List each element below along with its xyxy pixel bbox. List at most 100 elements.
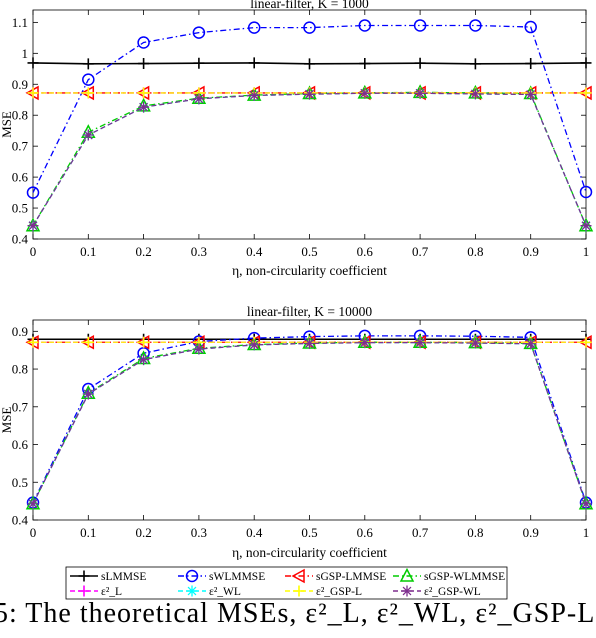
data-point xyxy=(580,336,592,348)
series-2 xyxy=(26,329,593,509)
legend-entry-6: ε²_WL xyxy=(178,585,241,598)
y-tick-label: 0.4 xyxy=(12,232,29,247)
chart-title: linear-filter, K = 1000 xyxy=(250,0,369,11)
series-line xyxy=(32,341,587,505)
data-point xyxy=(413,19,427,32)
legend-entry-5: ε²_L xyxy=(70,585,122,598)
x-axis-label: η, non-circularity coefficient xyxy=(232,263,387,278)
data-point xyxy=(248,89,260,101)
series-line xyxy=(32,91,587,227)
series-line xyxy=(32,341,587,505)
series-line xyxy=(32,341,587,505)
series-4 xyxy=(25,84,594,232)
plot-area xyxy=(32,319,587,521)
y-tick-label: 0.7 xyxy=(12,399,29,414)
legend-label: ε²_GSP-L xyxy=(316,586,362,598)
legend-label: sLMMSE xyxy=(101,571,146,583)
legend-entry-8: ε²_GSP-WL xyxy=(393,585,481,598)
data-point xyxy=(525,58,537,70)
legend-marker xyxy=(78,570,90,582)
data-point xyxy=(82,129,94,141)
y-tick-label: 0.5 xyxy=(12,475,28,490)
legend-label: sWLMMSE xyxy=(209,571,265,583)
data-point xyxy=(138,58,150,70)
x-tick-label: 0.7 xyxy=(412,244,429,259)
series-8 xyxy=(27,337,592,510)
data-point xyxy=(193,93,205,105)
data-point xyxy=(359,58,371,70)
legend-label: ε²_L xyxy=(101,586,122,598)
legend-marker xyxy=(186,585,198,597)
data-point xyxy=(82,336,94,348)
chart-panel-1: linear-filter, K = 1000 0 0.1 0.2 0.3 0.4 0.5 0… xyxy=(0,0,594,278)
data-point xyxy=(525,88,537,100)
x-tick-label: 0.2 xyxy=(135,525,151,540)
chart-title: linear-filter, K = 10000 xyxy=(247,304,373,319)
data-point xyxy=(193,57,205,69)
data-point xyxy=(138,336,150,348)
caption-label: 5: xyxy=(0,598,18,629)
data-point xyxy=(304,337,315,349)
x-tick-label: 0.5 xyxy=(301,244,317,259)
x-tick-label: 0.8 xyxy=(467,244,483,259)
x-tick-label: 0.6 xyxy=(357,244,374,259)
chart-panel-2: linear-filter, K = 10000 0 0.1 0.2 0.3 0.4 0.5… xyxy=(0,304,594,560)
data-point xyxy=(580,498,592,510)
y-tick-label: 0.5 xyxy=(12,201,28,216)
series-6 xyxy=(27,87,592,232)
legend-marker xyxy=(401,585,413,597)
y-tick-label: 0.6 xyxy=(12,437,29,452)
y-tick-label: 0.7 xyxy=(12,139,29,154)
data-point xyxy=(524,20,537,34)
y-tick-label: 0.8 xyxy=(12,108,28,123)
legend: sLMMSE sWLMMSE sGSP-LMMSE sGSP-WLMMSE ε²_L ε²… xyxy=(65,566,508,600)
data-point xyxy=(248,57,260,69)
data-point xyxy=(469,88,481,100)
x-tick-label: 0.4 xyxy=(246,244,263,259)
x-tick-label: 0.1 xyxy=(80,244,96,259)
y-tick-label: 0.9 xyxy=(12,324,28,339)
data-point xyxy=(82,58,94,70)
legend-entry-1: sLMMSE xyxy=(70,570,146,583)
data-point xyxy=(27,57,39,69)
data-point xyxy=(303,21,316,34)
y-tick-label: 1.1 xyxy=(12,15,28,30)
series-2 xyxy=(26,19,593,199)
x-tick-label: 0.4 xyxy=(246,525,263,540)
legend-entry-3: sGSP-LMMSE xyxy=(285,568,386,584)
x-tick-label: 0.9 xyxy=(523,525,539,540)
x-tick-label: 0 xyxy=(30,244,37,259)
x-tick-label: 0.1 xyxy=(80,525,96,540)
data-point xyxy=(469,337,481,349)
data-point xyxy=(138,101,150,113)
data-point xyxy=(82,388,94,400)
y-tick-label: 0.8 xyxy=(12,362,28,377)
legend-marker xyxy=(185,569,199,583)
x-tick-label: 0.5 xyxy=(301,525,317,540)
data-point xyxy=(82,87,94,99)
data-point xyxy=(138,354,150,366)
legend-label: sGSP-LMMSE xyxy=(316,571,386,583)
x-tick-label: 0.9 xyxy=(523,244,539,259)
data-point xyxy=(414,337,426,349)
data-point xyxy=(247,21,261,34)
data-point xyxy=(193,343,205,355)
data-point xyxy=(248,339,260,351)
data-point xyxy=(414,87,426,99)
y-tick-label: 0.6 xyxy=(12,170,29,185)
data-point xyxy=(358,19,372,32)
series-1 xyxy=(27,57,592,70)
legend-marker xyxy=(291,568,305,584)
data-point xyxy=(414,57,426,69)
legend-entry-2: sWLMMSE xyxy=(178,569,265,583)
caption-text: The theoretical MSEs, ε²_L, ε²_WL, ε²_GS… xyxy=(25,598,596,629)
x-tick-label: 0.3 xyxy=(191,244,207,259)
data-point xyxy=(525,338,537,350)
y-tick-label: 1 xyxy=(22,46,29,61)
y-tick-label: 0.9 xyxy=(12,77,28,92)
data-point xyxy=(137,36,150,49)
data-point xyxy=(138,87,150,99)
data-point xyxy=(27,220,39,232)
data-point xyxy=(27,336,39,348)
